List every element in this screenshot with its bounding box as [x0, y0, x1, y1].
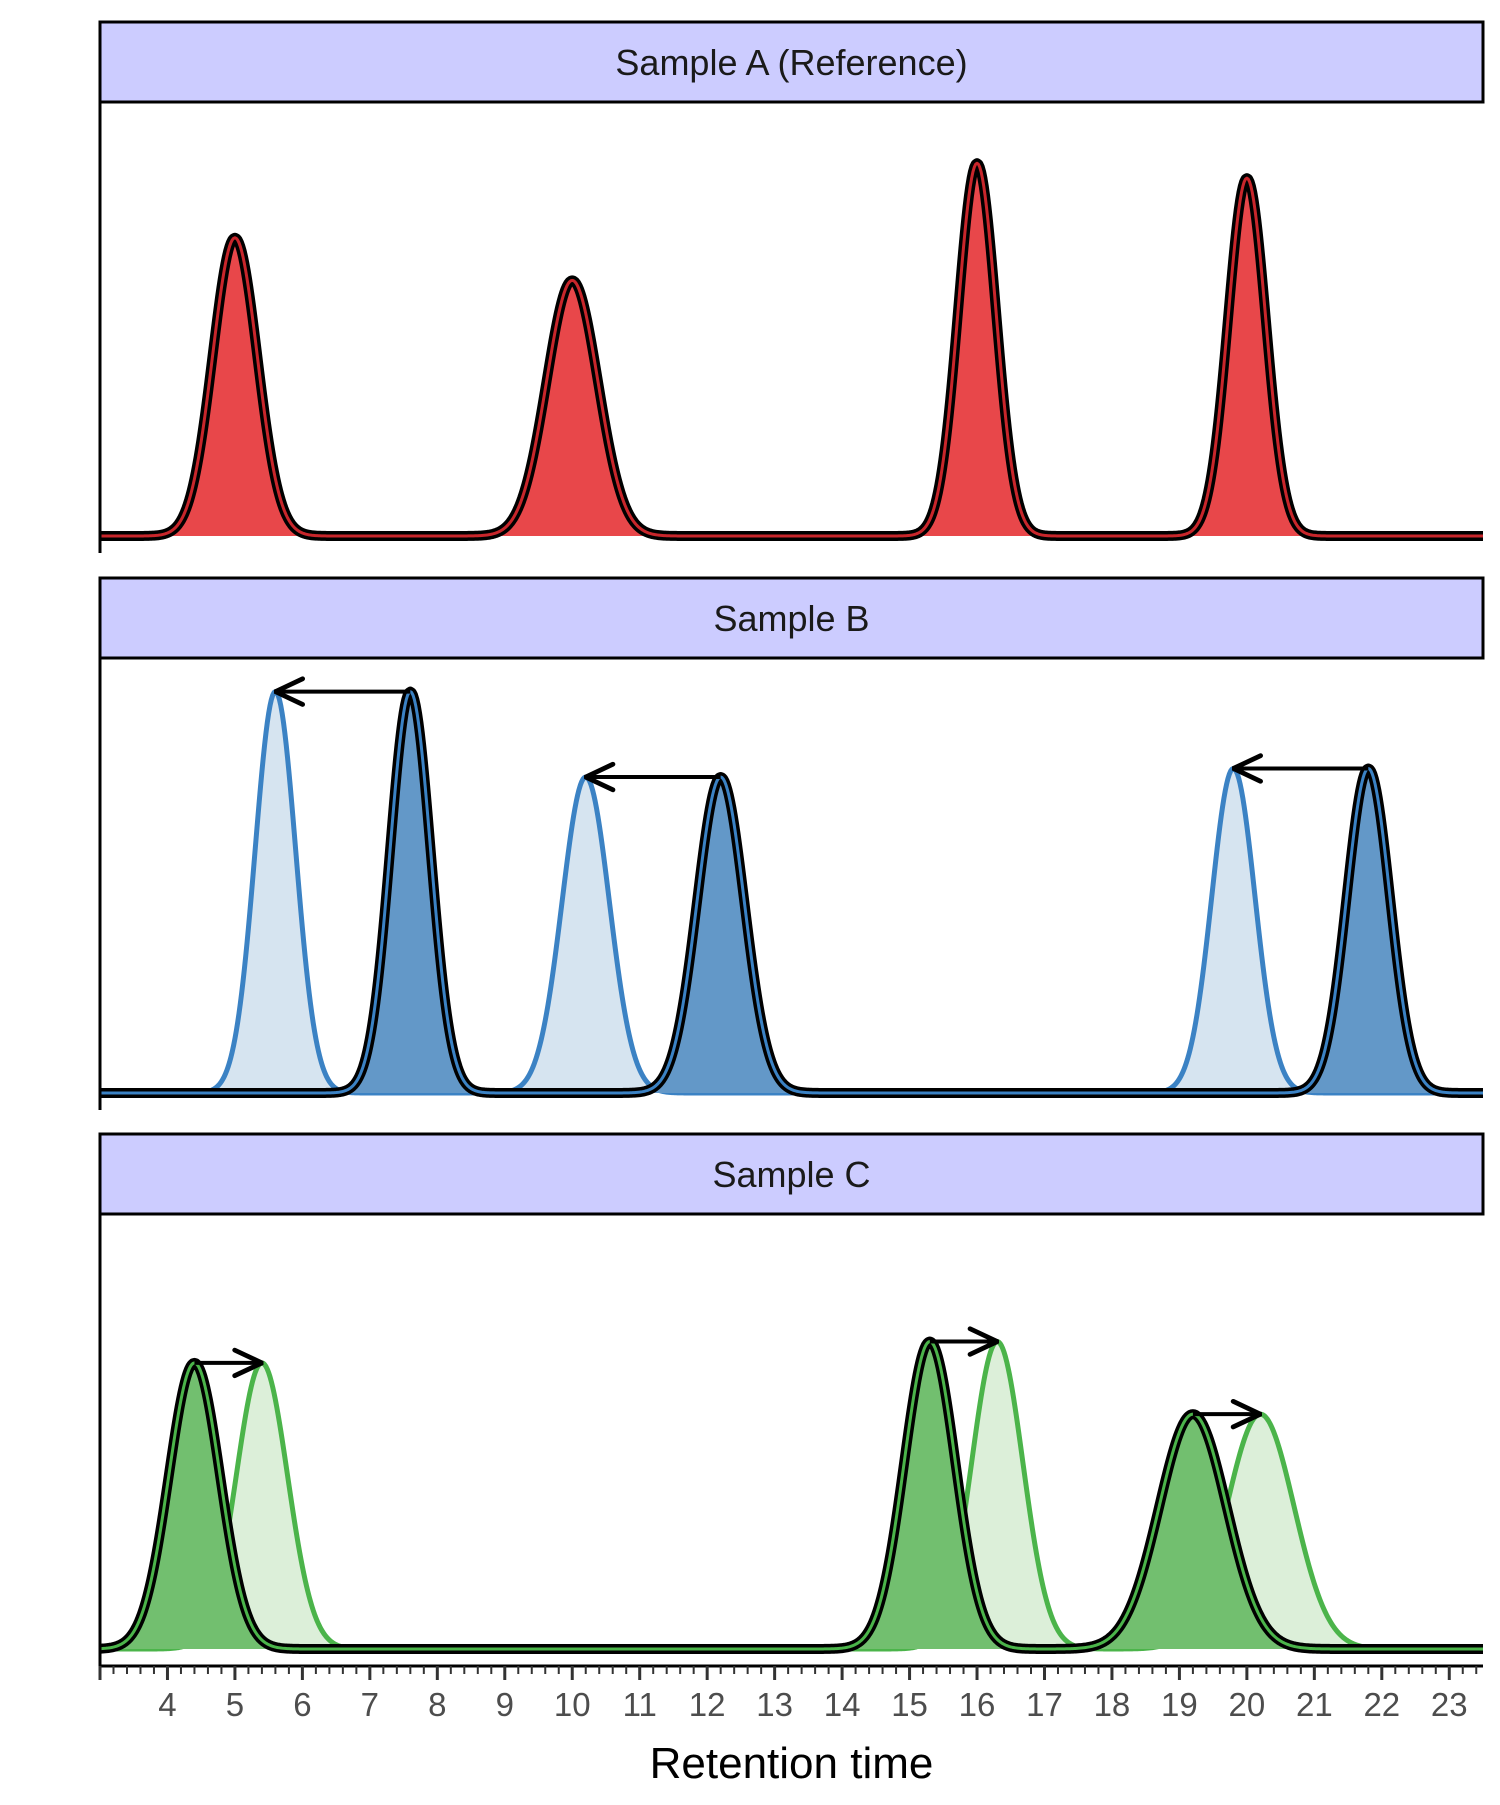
x-tick-label: 4	[158, 1686, 176, 1723]
x-tick-label: 20	[1229, 1686, 1266, 1723]
peak-fill	[479, 777, 692, 1093]
x-tick-label: 21	[1296, 1686, 1333, 1723]
x-tick-label: 7	[361, 1686, 379, 1723]
peak-fill	[456, 280, 688, 536]
peak-fill	[881, 1341, 1113, 1649]
x-tick-label: 18	[1094, 1686, 1131, 1723]
series-observed	[96, 1336, 1487, 1654]
peak-fill	[134, 237, 336, 536]
x-tick-label: 12	[689, 1686, 726, 1723]
x-tick-label: 22	[1363, 1686, 1400, 1723]
peak-fill	[814, 1341, 1046, 1649]
panel-title: Sample C	[712, 1154, 870, 1195]
x-tick-label: 9	[496, 1686, 514, 1723]
x-tick-label: 15	[891, 1686, 928, 1723]
trace-line	[99, 1340, 1484, 1651]
x-tick-label: 17	[1026, 1686, 1063, 1723]
x-tick-label: 23	[1431, 1686, 1468, 1723]
panel-strip	[98, 1132, 1485, 1216]
peak-fill	[184, 691, 367, 1093]
peak-fill	[319, 691, 502, 1093]
panel-strip	[98, 576, 1485, 660]
x-tick-label: 10	[554, 1686, 591, 1723]
panel-1: Sample A (Reference)	[96, 20, 1487, 553]
series-aligned	[98, 1339, 1485, 1652]
peak-fill	[892, 163, 1063, 536]
peak-fill	[1041, 1414, 1345, 1649]
x-axis-label: Retention time	[650, 1739, 934, 1788]
peak-fill	[1108, 1414, 1413, 1649]
x-tick-label: 14	[824, 1686, 861, 1723]
peak-fill	[146, 1363, 378, 1649]
series-observed	[96, 686, 1487, 1098]
peak-fill	[614, 777, 827, 1093]
x-tick-label: 8	[428, 1686, 446, 1723]
series-observed	[96, 158, 1487, 541]
x-tick-label: 19	[1161, 1686, 1198, 1723]
peak-fill	[1136, 768, 1331, 1093]
x-tick-label: 11	[623, 1686, 657, 1723]
panel-title: Sample B	[713, 598, 869, 639]
panel-2: Sample B	[96, 576, 1487, 1110]
trace-line	[99, 690, 1484, 1095]
x-tick-label: 16	[959, 1686, 996, 1723]
peak-fill	[1161, 178, 1332, 536]
x-tick-label: 13	[756, 1686, 793, 1723]
series-aligned	[98, 689, 1485, 1096]
trace-line	[99, 161, 1484, 538]
x-tick-label: 6	[293, 1686, 311, 1723]
panel-3: Sample C	[96, 1132, 1487, 1666]
panel-strip	[98, 20, 1485, 104]
x-tick-label: 5	[226, 1686, 244, 1723]
panel-title: Sample A (Reference)	[615, 42, 967, 83]
peak-fill	[1271, 768, 1466, 1093]
x-axis: 4 5 6 7 8 9 10 11 12 13 14 15 16 17 18 19 20 21 22 23 Retent…	[98, 1664, 1483, 1788]
